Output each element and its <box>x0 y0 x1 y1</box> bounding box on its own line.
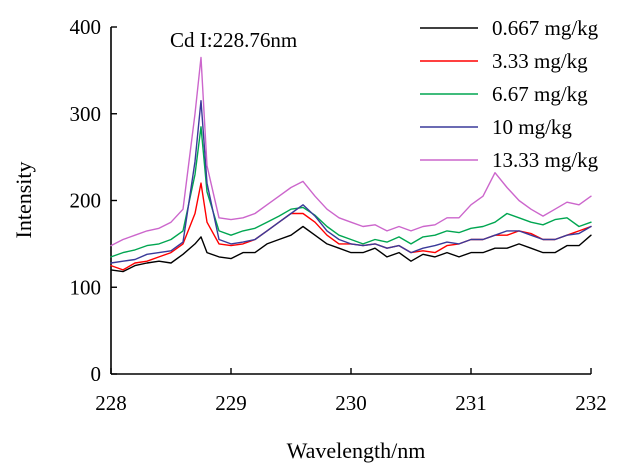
y-tick-label: 300 <box>70 102 102 126</box>
legend-item: 10 mg/kg <box>420 115 572 139</box>
x-tick-label: 228 <box>95 391 127 415</box>
legend: 0.667 mg/kg 3.33 mg/kg 6.67 mg/kg 10 mg/kg 1… <box>420 16 599 172</box>
x-tick-label: 230 <box>335 391 367 415</box>
y-tick-label: 0 <box>91 362 102 386</box>
legend-item: 13.33 mg/kg <box>420 148 599 172</box>
legend-label: 3.33 mg/kg <box>492 49 588 73</box>
legend-item: 6.67 mg/kg <box>420 82 588 106</box>
x-tick-label: 232 <box>575 391 607 415</box>
peak-annotation: Cd I:228.76nm <box>170 28 297 52</box>
legend-label: 13.33 mg/kg <box>492 148 599 172</box>
x-axis-label: Wavelength/nm <box>287 438 426 463</box>
x-tick-label: 229 <box>215 391 247 415</box>
series-line-1 <box>110 225 592 273</box>
legend-label: 10 mg/kg <box>492 115 572 139</box>
y-tick-label: 200 <box>70 189 102 213</box>
legend-item: 3.33 mg/kg <box>420 49 588 73</box>
series-line-5 <box>110 56 592 247</box>
x-tick-label: 231 <box>455 391 487 415</box>
series-line-3 <box>110 126 592 258</box>
series-line-2 <box>110 182 592 271</box>
series-line-4 <box>110 99 592 264</box>
legend-label: 6.67 mg/kg <box>492 82 588 106</box>
legend-item: 0.667 mg/kg <box>420 16 599 40</box>
y-tick-label: 400 <box>70 15 102 39</box>
y-tick-label: 100 <box>70 275 102 299</box>
legend-label: 0.667 mg/kg <box>492 16 599 40</box>
y-axis-label: Intensity <box>11 162 36 239</box>
series-group <box>110 56 592 273</box>
axes: 0 100 200 300 400 228 229 230 231 232 <box>70 15 607 415</box>
